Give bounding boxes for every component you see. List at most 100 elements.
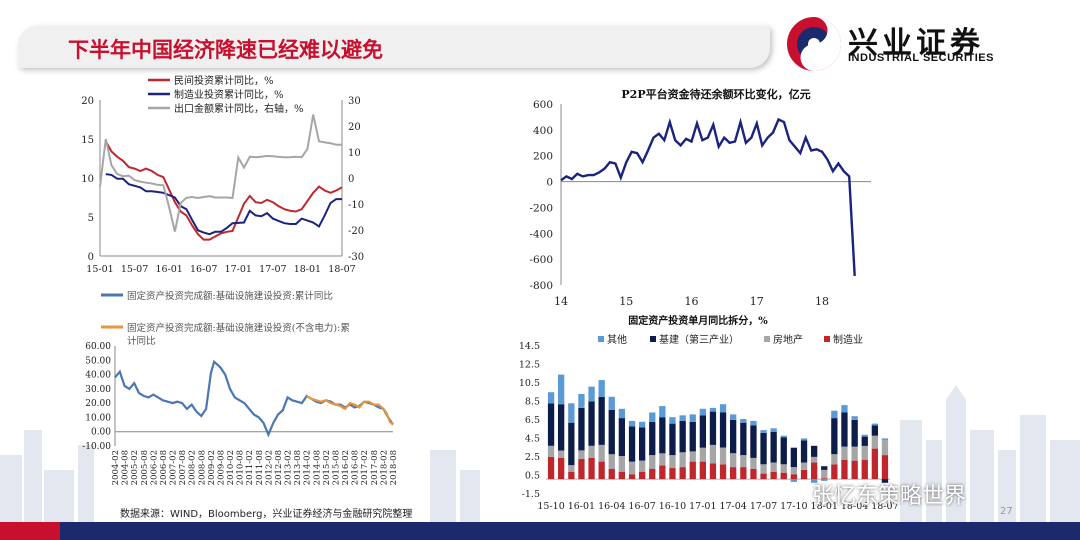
bar-segment — [811, 456, 818, 463]
x-tick-label: 17-10 — [780, 501, 807, 512]
data-source-note: 数据来源：WIND，Bloomberg，兴业证券经济与金融研究院整理 — [120, 509, 413, 520]
bar-segment — [841, 446, 848, 460]
bar-segment — [689, 421, 696, 452]
x-tick-label: 2016-02 — [341, 450, 351, 485]
bar-segment — [851, 419, 858, 447]
bar-segment — [689, 461, 696, 480]
x-tick-label: 16-07 — [190, 264, 217, 275]
bar-segment — [578, 458, 585, 480]
y2-tick-label: 10 — [348, 148, 361, 159]
bar-segment — [628, 420, 636, 427]
bar-segment — [871, 435, 878, 449]
footer-bar — [0, 522, 1080, 540]
bar-segment — [730, 414, 737, 420]
legend-label: 房地产 — [773, 333, 803, 346]
y2-tick-label: 30 — [348, 96, 361, 107]
legend-label: 出口金额累计同比，右轴，% — [174, 102, 304, 115]
bar-segment — [659, 453, 666, 466]
investment-growth-chart: 0 5 10 15 20 -30 -20 -10 0 10 20 30 15-01 15-07 16-01 1… — [81, 74, 364, 275]
x-tick-label: 2018-08 — [389, 450, 399, 485]
legend-label: 民间投资累计同比，% — [174, 74, 274, 87]
series-line — [99, 114, 342, 232]
x-tick-label: 2013-02 — [284, 450, 294, 485]
bar-segment — [689, 451, 696, 462]
bar-segment — [821, 469, 828, 479]
x-tick-label: 2009-02 — [207, 450, 217, 485]
bar-segment — [558, 450, 565, 458]
bar-segment — [598, 461, 605, 480]
bar-segment — [851, 416, 858, 420]
bar-segment — [851, 460, 858, 480]
legend-label: 固定资产投资完成额:基础设施建设投资:累计同比 — [127, 290, 333, 302]
y-tick-label: 0 — [546, 177, 553, 189]
x-tick-label: 2004-02 — [111, 450, 121, 485]
x-tick-label: 14 — [554, 295, 568, 308]
x-tick-label: 17-01 — [225, 264, 252, 275]
legend-label: 制造业 — [833, 333, 863, 346]
x-tick-label: 2006-08 — [159, 450, 169, 485]
bar-segment — [719, 412, 727, 448]
x-tick-label: 18-01 — [811, 501, 838, 512]
x-tick-label: 15-10 — [537, 501, 564, 512]
bar-segment — [821, 466, 828, 470]
bar-segment — [740, 422, 747, 456]
bar-segment — [881, 455, 889, 480]
bar-segment — [699, 415, 706, 448]
bar-segment — [790, 467, 797, 475]
bar-segment — [558, 457, 565, 480]
bar-segment — [558, 374, 565, 405]
x-tick-label: 15-01 — [86, 264, 113, 275]
x-tick-label: 2005-02 — [130, 450, 140, 485]
bar-segment — [730, 419, 737, 454]
bar-segment — [821, 478, 828, 480]
y2-tick-label: -20 — [348, 226, 364, 237]
x-tick-label: 17-07 — [259, 264, 286, 275]
bar-segment — [881, 438, 889, 441]
y-tick-label: 10.00 — [85, 413, 111, 423]
x-tick-label: 2007-08 — [178, 450, 188, 485]
bar-segment — [618, 471, 625, 480]
bar-segment — [649, 412, 656, 422]
bar-segment — [709, 444, 717, 464]
bar-segment — [861, 459, 868, 480]
bar-segment — [831, 418, 838, 455]
y-tick-label: 50.00 — [85, 356, 111, 366]
x-tick-label: 2007-02 — [169, 450, 179, 485]
bar-segment — [811, 462, 818, 480]
x-tick-label: 18-04 — [841, 501, 868, 512]
y-tick-label: -600 — [529, 254, 553, 266]
bar-segment — [770, 432, 777, 463]
y-tick-label: 600 — [533, 99, 553, 111]
bar-segment — [800, 438, 808, 441]
y-tick-label: 5 — [88, 213, 94, 224]
x-tick-label: 16-10 — [659, 501, 686, 512]
bar-segment — [871, 423, 878, 426]
bar-segment — [800, 469, 808, 480]
fai-split-bar-chart: 固定资产投资单月同比拆分，%其他 基建（第三产业） 房地产 制造业 -1.5 0.5 2.5… — [519, 314, 899, 512]
bar-segment — [861, 436, 868, 446]
bar-segment — [669, 417, 676, 424]
x-tick-label: 2015-02 — [322, 450, 332, 485]
x-tick-label: 2004-08 — [121, 450, 131, 485]
x-tick-label: 2013-08 — [293, 450, 303, 485]
bar-segment — [679, 420, 686, 453]
y-tick-label: 6.5 — [525, 415, 540, 426]
x-tick-label: 18-07 — [328, 264, 355, 275]
bar-segment — [639, 460, 646, 472]
bar-segment — [598, 380, 605, 397]
bar-segment — [568, 465, 575, 472]
bar-segment — [861, 445, 868, 460]
bar-segment — [780, 464, 787, 473]
y2-tick-label: 20 — [348, 122, 361, 133]
bar-segment — [669, 423, 676, 456]
bar-segment — [780, 472, 787, 480]
bar-segment — [750, 420, 757, 426]
bar-segment — [719, 404, 727, 413]
x-tick-label: 2017-08 — [370, 450, 380, 485]
legend-swatch — [650, 336, 656, 342]
footer-accent — [0, 522, 60, 540]
bar-segment — [740, 419, 747, 423]
bar-segment — [841, 412, 848, 447]
bar-segment — [689, 414, 696, 422]
